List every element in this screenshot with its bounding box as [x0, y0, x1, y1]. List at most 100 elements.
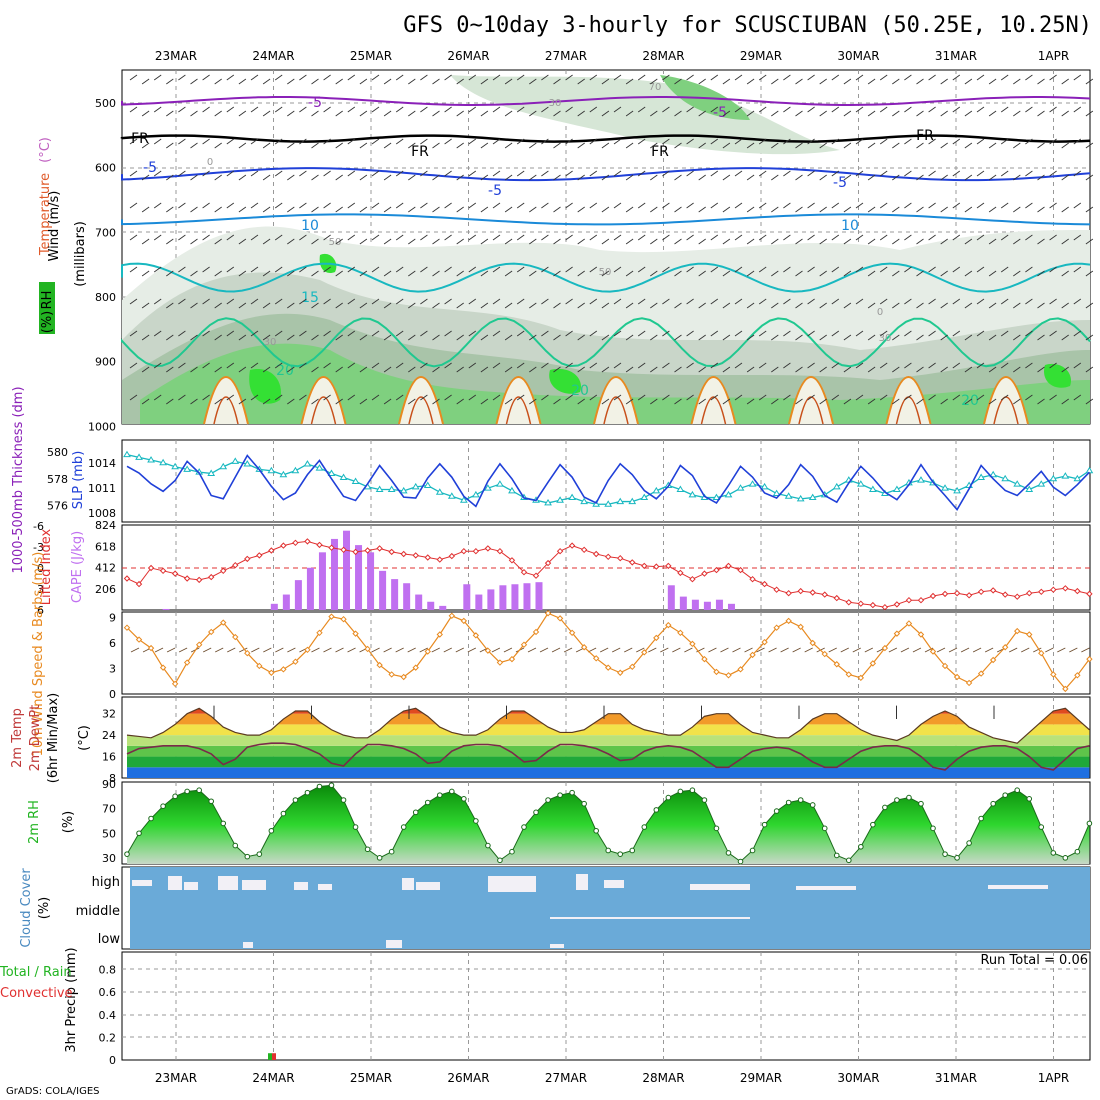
wind-barb	[226, 298, 235, 305]
wind-barb	[299, 202, 307, 209]
rh2m-panel: 90 70 50 30 2m RH (%)	[27, 778, 1093, 865]
wind-barb	[371, 170, 380, 177]
wind-barb	[153, 362, 162, 369]
wind-barb	[1037, 334, 1045, 341]
wind-barb	[553, 142, 561, 149]
thermal-cone	[593, 376, 639, 425]
wind-barb	[541, 266, 549, 273]
cloud-fill	[130, 867, 1090, 949]
wind-barb	[504, 78, 513, 85]
contour-label: 30	[549, 98, 562, 109]
wind-barb	[226, 266, 235, 273]
wind-barb	[952, 330, 961, 337]
wind-barb	[178, 330, 186, 337]
wind-barb	[492, 266, 501, 273]
wind-barb	[1000, 298, 1009, 305]
wind-barb	[129, 202, 138, 209]
wind-barb	[323, 330, 331, 337]
wind-speed-line-pt	[232, 633, 239, 641]
wind-barb	[287, 302, 295, 309]
wind-barb	[553, 398, 561, 405]
rh-line-pt	[244, 853, 251, 860]
wind-barb	[892, 238, 900, 245]
wind-barb	[274, 298, 283, 305]
upper-air-tick: 1000	[88, 420, 116, 433]
wind-barb	[904, 330, 912, 337]
wind-barb	[783, 362, 791, 369]
li-line-pt	[881, 603, 889, 611]
wind-barb	[153, 74, 162, 81]
wind-barb	[1013, 366, 1021, 373]
wind-barb	[637, 202, 646, 209]
wind-barb	[855, 74, 864, 81]
rh-line-pt	[882, 804, 888, 811]
wind-barb	[795, 302, 803, 309]
cape-bar	[679, 596, 687, 610]
precip-panel-frame	[121, 951, 1091, 1061]
surface-barb	[178, 647, 188, 653]
wind-speed-line-pt	[809, 639, 816, 647]
rh-line-pt	[689, 787, 696, 794]
wind-barb	[577, 206, 585, 213]
wind-barb	[166, 206, 174, 213]
wind-ylabel: 10m Wind Speed & Barbs (m/s)	[31, 552, 46, 757]
wind-barb	[879, 202, 888, 209]
wind-barb	[662, 362, 670, 369]
wind-barb	[202, 170, 210, 177]
surface-barb	[527, 647, 537, 653]
wind-barb	[529, 270, 537, 277]
wind-barb	[238, 398, 247, 405]
wind-barb	[408, 334, 416, 341]
surface-barb	[467, 647, 477, 653]
wind-barb	[456, 110, 464, 117]
wind-barb	[637, 106, 646, 113]
wind-barb	[1073, 298, 1082, 305]
slp-tick: 1014	[88, 457, 116, 470]
ylabel-rh-unit: (%)	[40, 311, 55, 334]
wind-barb	[480, 238, 489, 245]
wind-barb	[928, 330, 936, 337]
wind-barb	[1000, 362, 1009, 369]
wind-barb	[904, 394, 912, 401]
wind-barb	[686, 138, 694, 145]
wind-barb	[141, 110, 150, 117]
li-line-pt	[520, 568, 528, 576]
wind-barb	[347, 330, 356, 337]
thickness-line-pt	[508, 486, 516, 494]
temp-ylabel-4: (°C)	[77, 725, 92, 751]
wind-barb	[879, 266, 888, 273]
wind-barb	[420, 106, 428, 113]
cape-bar	[427, 601, 435, 610]
rh-line-pt	[809, 802, 816, 808]
cape-bar	[415, 594, 423, 610]
wind-barb	[1037, 398, 1045, 405]
temp-band	[127, 745, 1090, 757]
rh-line-pt	[473, 818, 479, 824]
wind-barb	[274, 362, 283, 369]
wind-barb	[190, 142, 198, 149]
cloud-gap	[416, 882, 440, 890]
cape-tick: 206	[95, 583, 116, 596]
wind-barb	[807, 106, 815, 113]
wind-barb	[299, 74, 307, 81]
wind-barb	[710, 298, 719, 305]
slp-tick: 1011	[88, 482, 116, 495]
li-line-pt	[617, 554, 624, 562]
wind-speed-line-pt	[220, 619, 227, 626]
surface-barb	[311, 647, 320, 653]
bottom-date-24MAR: 24MAR	[252, 1071, 294, 1085]
thickness-line-pt	[1061, 472, 1070, 479]
cape-bar	[379, 570, 387, 610]
surface-barb	[720, 647, 729, 653]
wind-barb	[395, 202, 404, 209]
wind-barb	[1000, 394, 1009, 401]
wind-barb	[831, 170, 840, 177]
wind-barb	[795, 398, 803, 405]
wind-barb	[250, 362, 259, 369]
wind-barb	[710, 106, 719, 113]
wind-barb	[226, 138, 235, 145]
wind-barb	[432, 78, 440, 85]
contour-label: -5	[488, 183, 502, 199]
wind-barb	[650, 238, 658, 245]
